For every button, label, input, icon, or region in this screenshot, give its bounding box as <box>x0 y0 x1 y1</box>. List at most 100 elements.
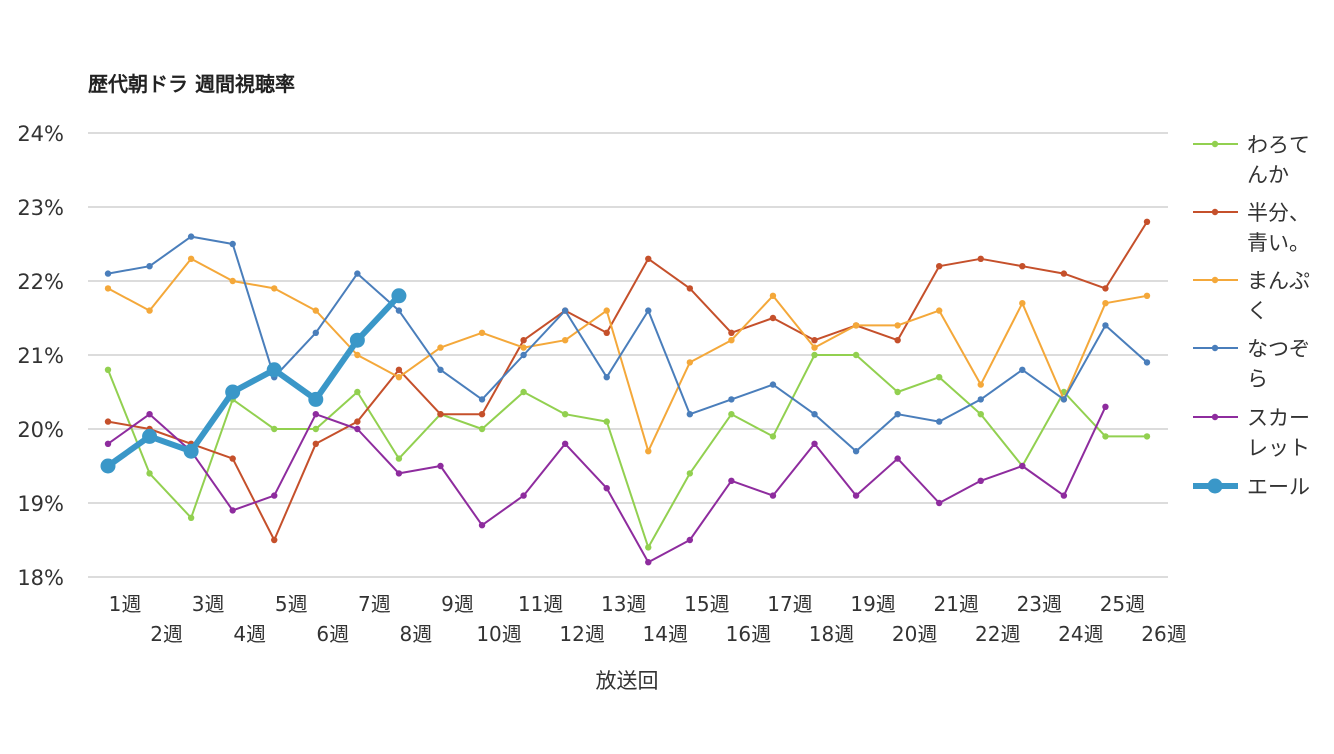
data-point <box>852 322 860 329</box>
legend-label: なつぞ <box>1247 337 1310 361</box>
data-point <box>603 307 610 314</box>
data-point <box>520 492 527 499</box>
data-point <box>894 411 901 418</box>
data-point <box>395 307 403 314</box>
data-point <box>852 448 860 455</box>
data-point <box>104 285 112 292</box>
legend-label: 青い。 <box>1247 231 1310 255</box>
data-point <box>437 462 444 470</box>
data-point <box>645 448 652 455</box>
data-point <box>977 411 984 418</box>
y-tick-label: 24% <box>17 122 64 146</box>
data-point <box>100 458 116 474</box>
legend-swatch-marker <box>1211 276 1219 284</box>
data-point <box>354 388 361 396</box>
data-point <box>936 418 943 425</box>
data-point <box>395 366 403 373</box>
data-point <box>142 428 158 444</box>
data-point <box>1060 396 1068 403</box>
series-line <box>107 354 1147 549</box>
x-tick-label: 5週 <box>275 592 308 616</box>
data-point <box>936 307 943 314</box>
data-point <box>645 544 652 551</box>
legend-label: んか <box>1247 163 1289 187</box>
legend-label: わろて <box>1247 133 1310 157</box>
data-point <box>1019 300 1026 307</box>
chart-title: 歴代朝ドラ 週間視聴率 <box>88 72 295 96</box>
data-point <box>728 337 735 344</box>
data-point <box>686 536 694 544</box>
legend-swatch-marker <box>1211 208 1219 216</box>
data-point <box>686 285 694 292</box>
data-point <box>266 362 282 378</box>
data-point <box>1102 433 1109 440</box>
data-point <box>520 344 527 351</box>
data-point <box>1019 462 1026 470</box>
x-tick-label: 16週 <box>726 622 771 646</box>
data-point <box>977 381 984 388</box>
data-point <box>1143 292 1151 299</box>
data-point <box>229 455 236 462</box>
x-tick-label: 20週 <box>892 622 937 646</box>
data-point <box>769 292 777 299</box>
legend-label: く <box>1247 299 1268 323</box>
x-axis-title: 放送回 <box>596 669 659 693</box>
data-point <box>478 425 486 433</box>
data-point <box>437 344 444 351</box>
data-point <box>478 522 486 529</box>
data-point <box>146 470 153 477</box>
data-point <box>225 384 241 400</box>
data-point <box>686 411 694 418</box>
y-tick-label: 22% <box>17 270 64 294</box>
x-tick-label: 15週 <box>684 592 729 616</box>
series-3 <box>104 255 1151 455</box>
data-point <box>520 351 527 359</box>
data-point <box>1102 285 1109 292</box>
x-tick-label: 25週 <box>1100 592 1145 616</box>
data-point <box>187 255 195 262</box>
x-tick-label: 14週 <box>643 622 688 646</box>
x-tick-label: 3週 <box>192 592 225 616</box>
data-point <box>391 288 407 304</box>
gridlines <box>88 132 1168 578</box>
data-point <box>603 418 610 425</box>
data-point <box>603 374 610 381</box>
data-point <box>769 433 777 440</box>
data-point <box>271 425 278 433</box>
data-point <box>645 255 652 262</box>
x-tick-label: 21週 <box>933 592 978 616</box>
data-point <box>229 240 236 248</box>
data-point <box>811 351 818 359</box>
legend-label: エール <box>1247 475 1310 499</box>
x-tick-label: 23週 <box>1017 592 1062 616</box>
x-tick-label: 7週 <box>358 592 391 616</box>
data-point <box>936 499 943 507</box>
x-tick-label: 10週 <box>476 622 521 646</box>
y-tick-label: 18% <box>17 566 64 590</box>
data-point <box>728 329 735 336</box>
legend-swatch-marker <box>1211 140 1219 148</box>
data-point <box>229 277 236 285</box>
data-point <box>1060 270 1068 277</box>
y-tick-label: 21% <box>17 344 64 368</box>
x-tick-label: 12週 <box>559 622 604 646</box>
x-tick-label: 11週 <box>518 592 563 616</box>
data-point <box>936 263 943 270</box>
data-point <box>561 440 569 447</box>
data-point <box>852 492 860 499</box>
x-tick-label: 1週 <box>109 592 142 616</box>
data-point <box>437 411 444 418</box>
data-point <box>478 396 486 403</box>
data-point <box>977 477 984 484</box>
x-tick-label: 18週 <box>809 622 854 646</box>
data-point <box>811 440 818 447</box>
legend-label: レット <box>1247 436 1310 460</box>
data-point <box>1019 366 1026 373</box>
data-point <box>561 411 569 418</box>
data-point <box>520 388 527 396</box>
data-point <box>1102 403 1109 410</box>
